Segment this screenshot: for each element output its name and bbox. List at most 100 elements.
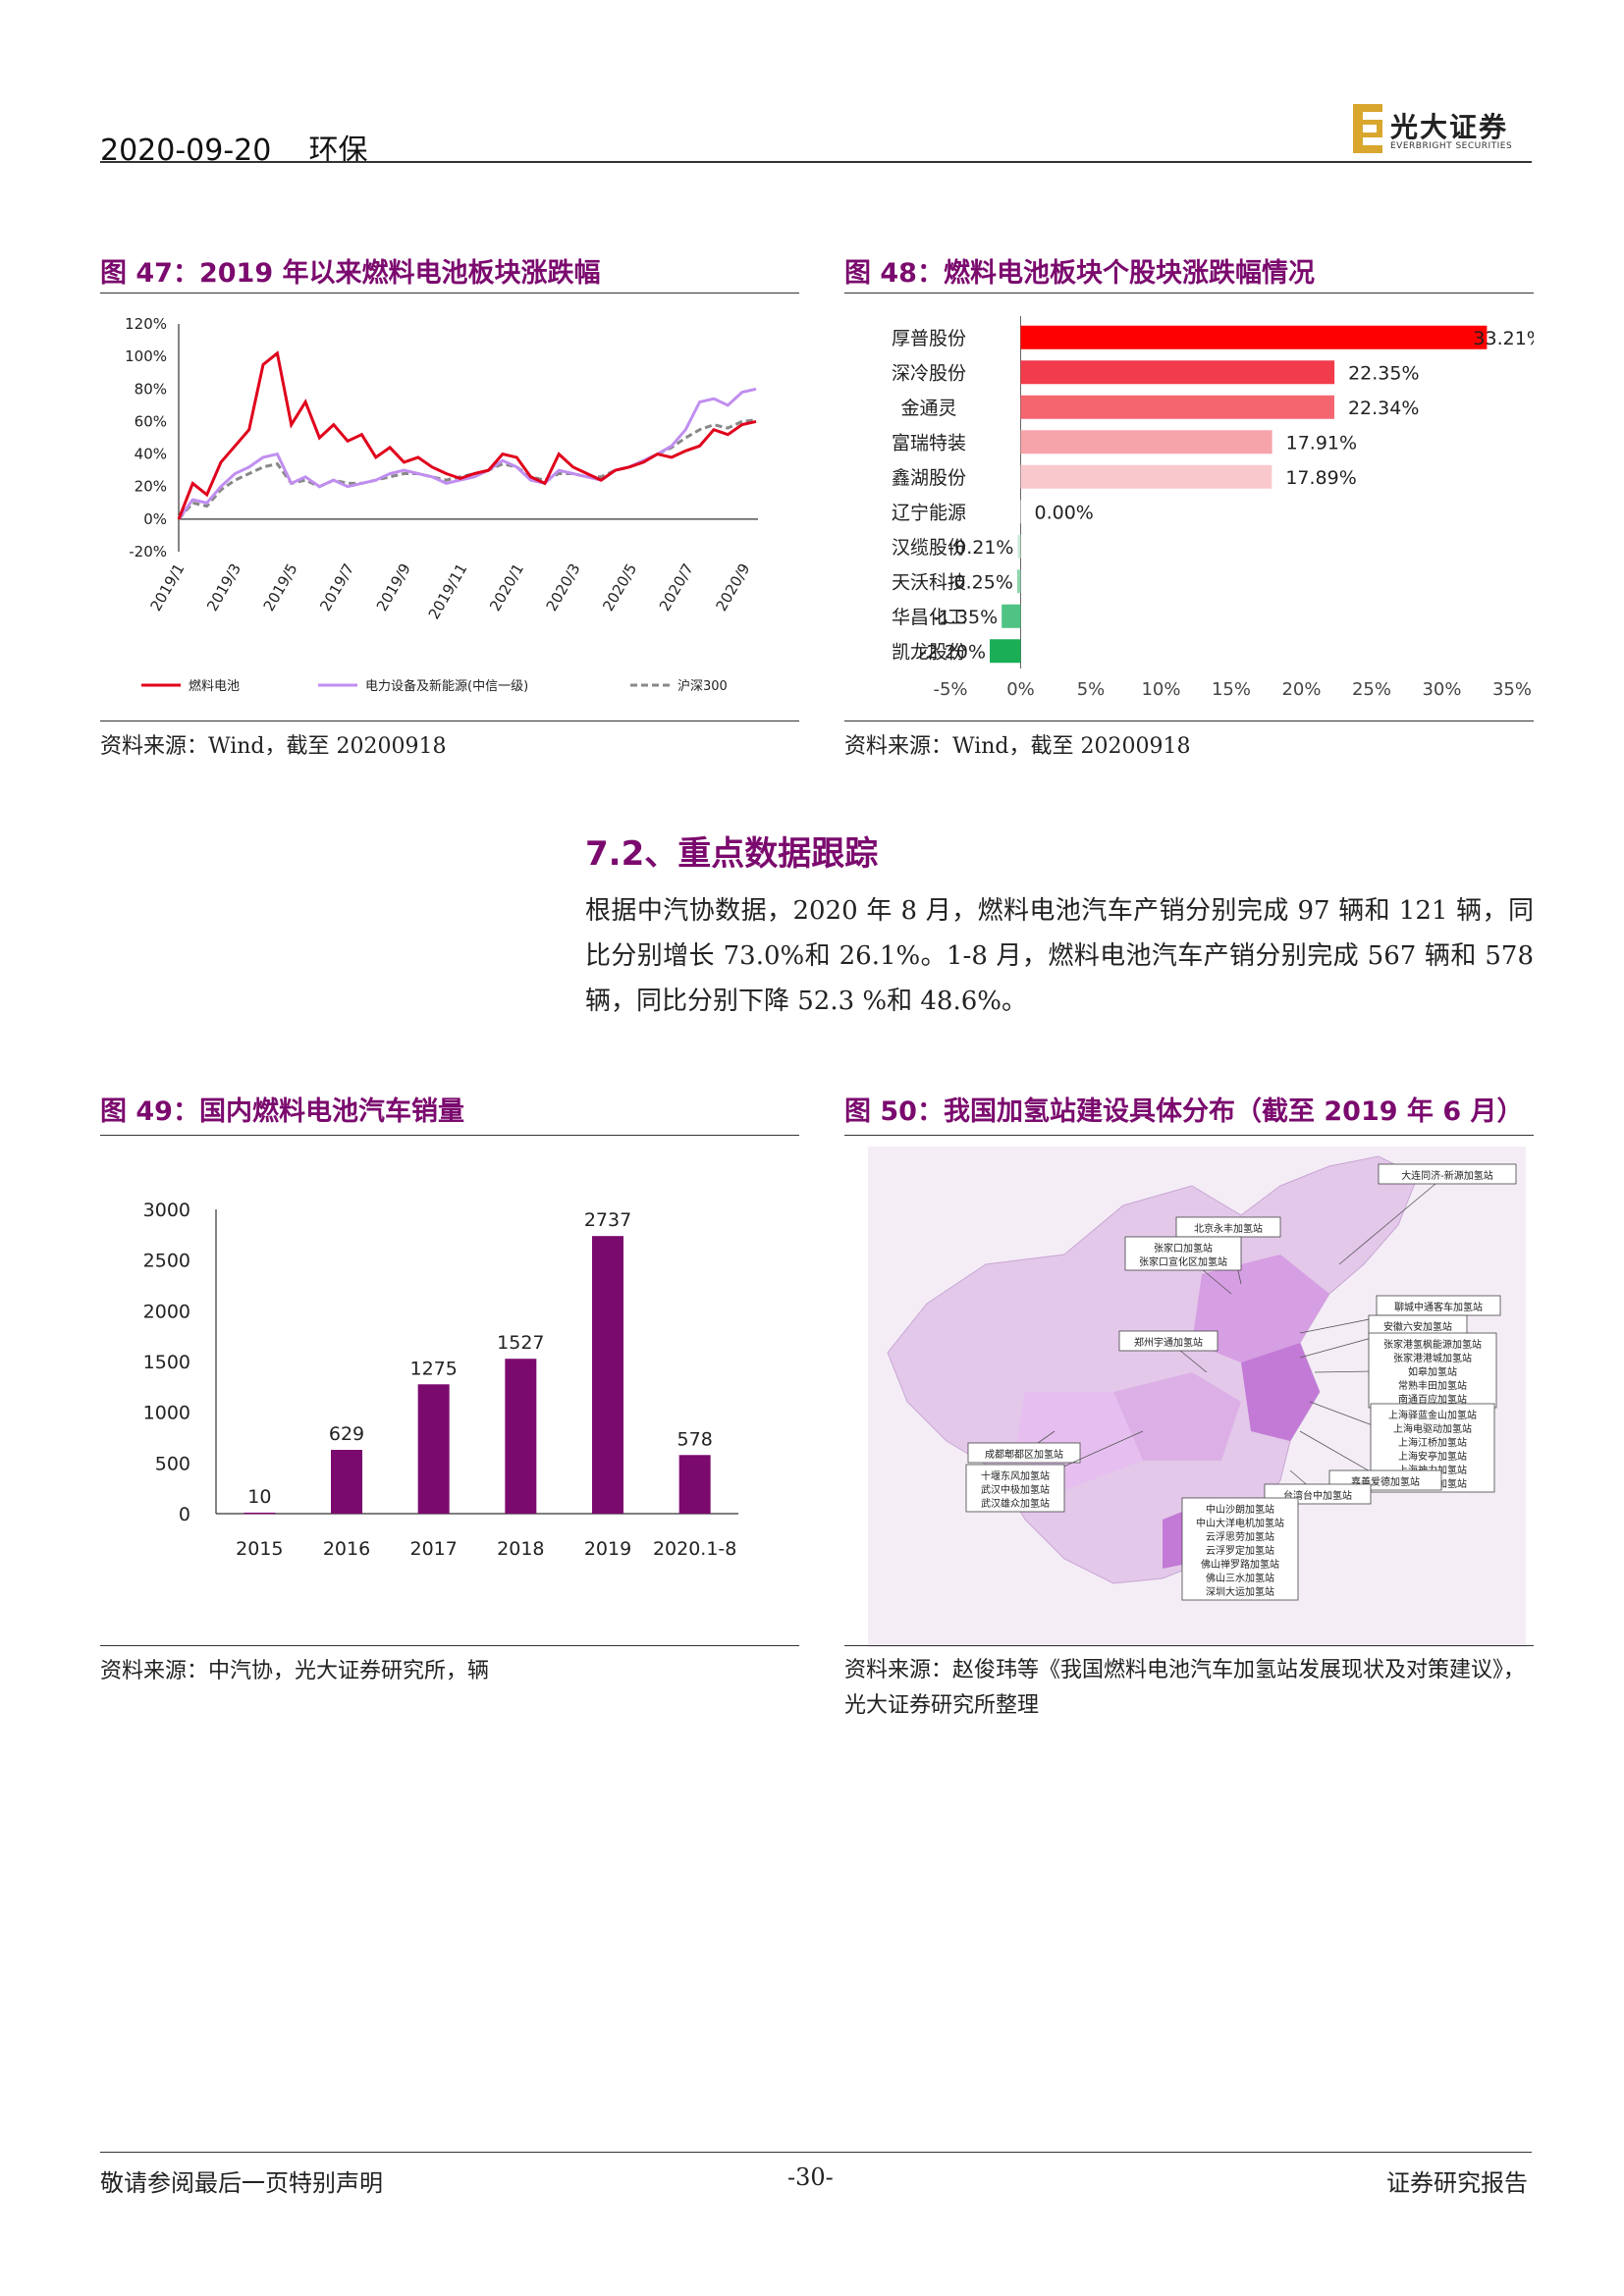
fig48-xtick-label: 0% xyxy=(1006,679,1035,700)
fig48-xtick-label: 10% xyxy=(1141,679,1180,700)
fig50-station-label: 常熟丰田加氢站 xyxy=(1398,1379,1467,1392)
fig47-legend-label: 燃料电池 xyxy=(189,678,240,694)
fig50-station-label: 上海驿蓝金山加氢站 xyxy=(1388,1409,1477,1421)
fig47-chart: 120% 100% 80% 60% 40% 20% 0% -20% 2019/1 2019/3 2… xyxy=(125,315,758,694)
fig48-value-label: 0.00% xyxy=(1035,502,1094,523)
fig47-ytick-label: 100% xyxy=(125,347,167,365)
fig49-ytick-label: 3000 xyxy=(143,1200,190,1221)
fig50-title-divider xyxy=(844,1135,1534,1136)
footer-divider xyxy=(100,2152,1532,2153)
fig49-category-label: 2017 xyxy=(409,1538,457,1560)
region-north-shape xyxy=(1192,1255,1329,1362)
fig48-xtick-label: 5% xyxy=(1077,679,1106,700)
fig50-station-label: 如皋加氢站 xyxy=(1408,1365,1457,1378)
fig47-legend-label: 沪深300 xyxy=(677,678,728,694)
fig49-value-label: 1275 xyxy=(409,1358,457,1379)
fig47-source: 资料来源：Wind，截至 20200918 xyxy=(100,734,447,759)
fig49-bar xyxy=(678,1455,711,1514)
fig48-bar xyxy=(1020,395,1334,419)
region-central-shape xyxy=(1113,1372,1241,1461)
section-title: 7.2、重点数据跟踪 xyxy=(585,834,879,874)
fig47-series-line xyxy=(177,387,757,520)
fig48-source: 资料来源：Wind，截至 20200918 xyxy=(844,734,1191,759)
fig50-callout-box xyxy=(1181,1497,1299,1601)
fig48-xtick-label: 30% xyxy=(1422,679,1461,700)
fig50-station-label: 武汉雄众加氢站 xyxy=(981,1497,1050,1510)
fig49-bar xyxy=(592,1236,623,1514)
fig48-bar xyxy=(1017,534,1021,559)
fig47-series-line xyxy=(177,418,757,520)
fig48-xtick-label: 15% xyxy=(1212,679,1251,700)
fig50-callout-box xyxy=(1124,1236,1242,1271)
fig48-category-label: 天沃科技 xyxy=(892,571,966,593)
fig49-category-label: 2015 xyxy=(236,1538,283,1560)
fig50-map: 大连同济-新源加氢站北京永丰加氢站张家口加氢站张家口宣化区加氢站聊城中通客车加氢… xyxy=(868,1147,1526,1647)
fig50-station-label: 张家港氢枫能源加氢站 xyxy=(1383,1338,1482,1351)
fig49-chart: 3000 2500 2000 1500 1000 500 0 10 2015 629 2016 12… xyxy=(143,1200,738,1560)
fig49-title: 图 49：国内燃料电池汽车销量 xyxy=(100,1096,464,1127)
fig49-category-label: 2020.1-8 xyxy=(653,1538,736,1560)
fig49-value-label: 629 xyxy=(329,1423,364,1445)
fig47-xtick-label: 2020/9 xyxy=(712,561,753,614)
fig49-category-label: 2019 xyxy=(584,1538,631,1560)
fig47-ytick-label: -20% xyxy=(129,543,167,561)
fig50-station-label: 中山沙朗加氢站 xyxy=(1206,1503,1274,1516)
fig48-bar xyxy=(1020,464,1272,489)
fig47-ytick-label: 120% xyxy=(125,315,167,333)
fig47-ytick-label: 0% xyxy=(143,510,167,528)
fig48-value-label: 17.89% xyxy=(1285,467,1356,489)
fig50-station-label: 北京永丰加氢站 xyxy=(1194,1222,1263,1235)
fig47-ytick-label: 80% xyxy=(135,380,167,398)
fig47-xtick-label: 2019/1 xyxy=(146,561,188,614)
fig50-station-label: 佛山禅罗路加氢站 xyxy=(1201,1558,1279,1571)
fig50-station-label: 上海江桥加氢站 xyxy=(1398,1436,1467,1449)
fig49-ytick-label: 500 xyxy=(155,1453,190,1474)
fig47-xtick-label: 2020/7 xyxy=(656,561,697,614)
fig50-station-label: 大连同济-新源加氢站 xyxy=(1401,1169,1493,1182)
fig48-value-label: -0.21% xyxy=(947,537,1013,559)
fig47-xtick-label: 2019/9 xyxy=(373,561,414,614)
fig47-title: 图 47：2019 年以来燃料电池板块涨跌幅 xyxy=(100,258,601,289)
fig47-ytick-label: 40% xyxy=(135,446,167,463)
fig48-title: 图 48：燃料电池板块个股块涨跌幅情况 xyxy=(844,258,1315,289)
fig48-bar xyxy=(1020,360,1335,385)
fig47-xtick-label: 2019/11 xyxy=(425,561,471,622)
fig47-xtick-label: 2019/3 xyxy=(203,561,244,614)
fig50-station-label: 成都郫都区加氢站 xyxy=(985,1448,1063,1461)
fig50-station-label: 安徽六安加氢站 xyxy=(1383,1320,1452,1333)
fig50-station-label: 张家港港城加氢站 xyxy=(1393,1352,1472,1364)
fig49-ytick-label: 2000 xyxy=(143,1301,190,1322)
fig50-callout-box xyxy=(1118,1330,1218,1352)
fig48-bar xyxy=(1020,325,1488,349)
fig50-station-label: 中山大洋电机加氢站 xyxy=(1196,1517,1284,1529)
fig48-category-label: 深冷股份 xyxy=(892,362,966,384)
fig50-station-label: 上海安亭加氢站 xyxy=(1398,1450,1467,1463)
fig48-bar xyxy=(1001,604,1021,628)
fig49-bar xyxy=(505,1359,537,1514)
fig48-bar xyxy=(1020,500,1022,524)
fig49-title-divider xyxy=(100,1135,799,1136)
fig50-station-label: 云浮罗定加氢站 xyxy=(1206,1544,1274,1557)
fig48-category-label: 汉缆股份 xyxy=(892,537,966,559)
fig48-value-label: -2.20% xyxy=(920,641,986,663)
fig50-station-label: 十堰东风加氢站 xyxy=(981,1469,1050,1482)
fig48-title-divider xyxy=(844,293,1534,294)
fig50-title: 图 50：我国加氢站建设具体分布（截至 2019 年 6 月） xyxy=(844,1096,1524,1127)
fig48-xtick-label: 25% xyxy=(1352,679,1391,700)
fig49-value-label: 1527 xyxy=(497,1332,544,1354)
fig47-title-divider xyxy=(100,293,799,294)
fig48-category-label: 金通灵 xyxy=(900,398,956,419)
fig48-value-label: -1.35% xyxy=(932,607,998,628)
fig48-category-label: 厚普股份 xyxy=(892,328,966,349)
logo-cn: 光大证券 xyxy=(1390,111,1509,143)
fig49-bar xyxy=(417,1384,450,1514)
fig48-value-label: 22.34% xyxy=(1348,398,1419,419)
fig47-ytick-label: 60% xyxy=(135,412,167,430)
region-east-shape xyxy=(1241,1343,1320,1441)
fig48-xtick-label: 35% xyxy=(1492,679,1532,700)
fig48-xtick-label: 20% xyxy=(1281,679,1321,700)
fig50-station-label: 深圳大运加氢站 xyxy=(1206,1585,1274,1598)
fig50-station-label: 武汉中极加氢站 xyxy=(981,1483,1050,1496)
fig49-bar xyxy=(244,1512,276,1515)
fig47-ytick-label: 20% xyxy=(135,478,167,496)
